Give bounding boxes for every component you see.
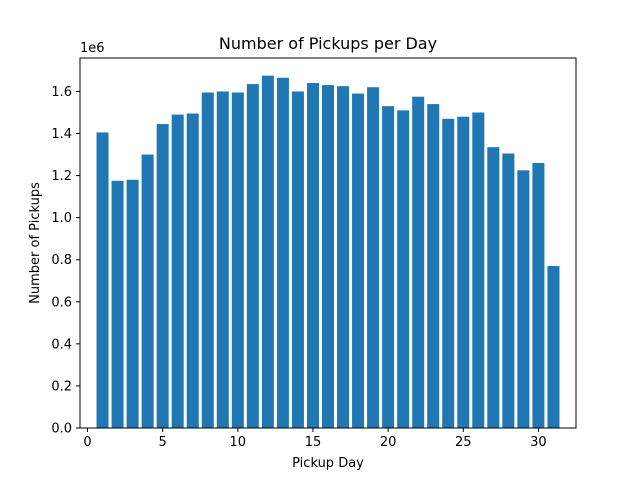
bar-day-4: [141, 154, 154, 429]
bar-day-28: [502, 153, 515, 428]
bar-day-10: [231, 92, 244, 428]
chart-title: Number of Pickups per Day: [219, 34, 437, 53]
bar-day-23: [427, 104, 440, 428]
x-axis: 0 5 10 15 20 25 30: [83, 428, 547, 450]
bars-group: [96, 75, 560, 429]
bar-day-9: [216, 91, 229, 428]
bar-day-15: [306, 83, 319, 428]
bar-day-12: [261, 75, 274, 429]
bar-day-22: [412, 96, 425, 428]
y-axis: 0.0 0.2 0.4 0.6 0.8 1.0 1.2 1.4 1.6: [51, 85, 80, 437]
y-tick-label: 0.4: [51, 337, 72, 352]
x-tick-label: 10: [230, 435, 247, 450]
y-tick-label: 0.6: [51, 295, 72, 310]
bar-day-17: [337, 86, 350, 428]
bar-day-29: [517, 170, 530, 428]
bar-day-21: [397, 110, 410, 428]
bar-day-8: [201, 92, 214, 428]
x-tick-label: 15: [305, 435, 322, 450]
y-offset-label: 1e6: [80, 41, 105, 56]
y-axis-label: Number of Pickups: [28, 182, 43, 304]
x-tick-label: 25: [455, 435, 472, 450]
bar-day-26: [472, 112, 485, 428]
x-tick-label: 5: [159, 435, 167, 450]
bar-day-18: [352, 93, 365, 429]
bar-day-30: [532, 162, 545, 428]
bar-day-27: [487, 147, 500, 428]
bar-day-1: [96, 132, 109, 428]
x-tick-label: 30: [530, 435, 547, 450]
bar-day-2: [111, 180, 124, 428]
y-tick-label: 1.4: [51, 127, 72, 142]
bar-day-31: [547, 266, 560, 428]
y-tick-label: 1.2: [51, 169, 72, 184]
bar-day-19: [367, 87, 380, 429]
bar-day-3: [126, 179, 139, 428]
bar-day-7: [186, 113, 199, 428]
bar-day-5: [156, 124, 169, 429]
y-tick-label: 0.0: [51, 422, 72, 437]
plot-frame: [79, 57, 577, 429]
y-tick-label: 1.6: [51, 85, 72, 100]
x-axis-label: Pickup Day: [292, 456, 364, 471]
y-tick-label: 0.2: [51, 379, 72, 394]
bar-day-24: [442, 118, 455, 428]
x-tick-label: 20: [380, 435, 397, 450]
y-tick-label: 1.0: [51, 211, 72, 226]
x-tick-label: 0: [83, 435, 91, 450]
bar-day-20: [382, 106, 395, 429]
bar-day-6: [171, 114, 184, 428]
bar-day-13: [276, 77, 289, 429]
bar-day-25: [457, 116, 470, 428]
bar-day-16: [321, 85, 335, 428]
bar-day-14: [291, 91, 304, 428]
y-tick-label: 0.8: [51, 253, 72, 268]
bar-day-11: [246, 84, 259, 428]
